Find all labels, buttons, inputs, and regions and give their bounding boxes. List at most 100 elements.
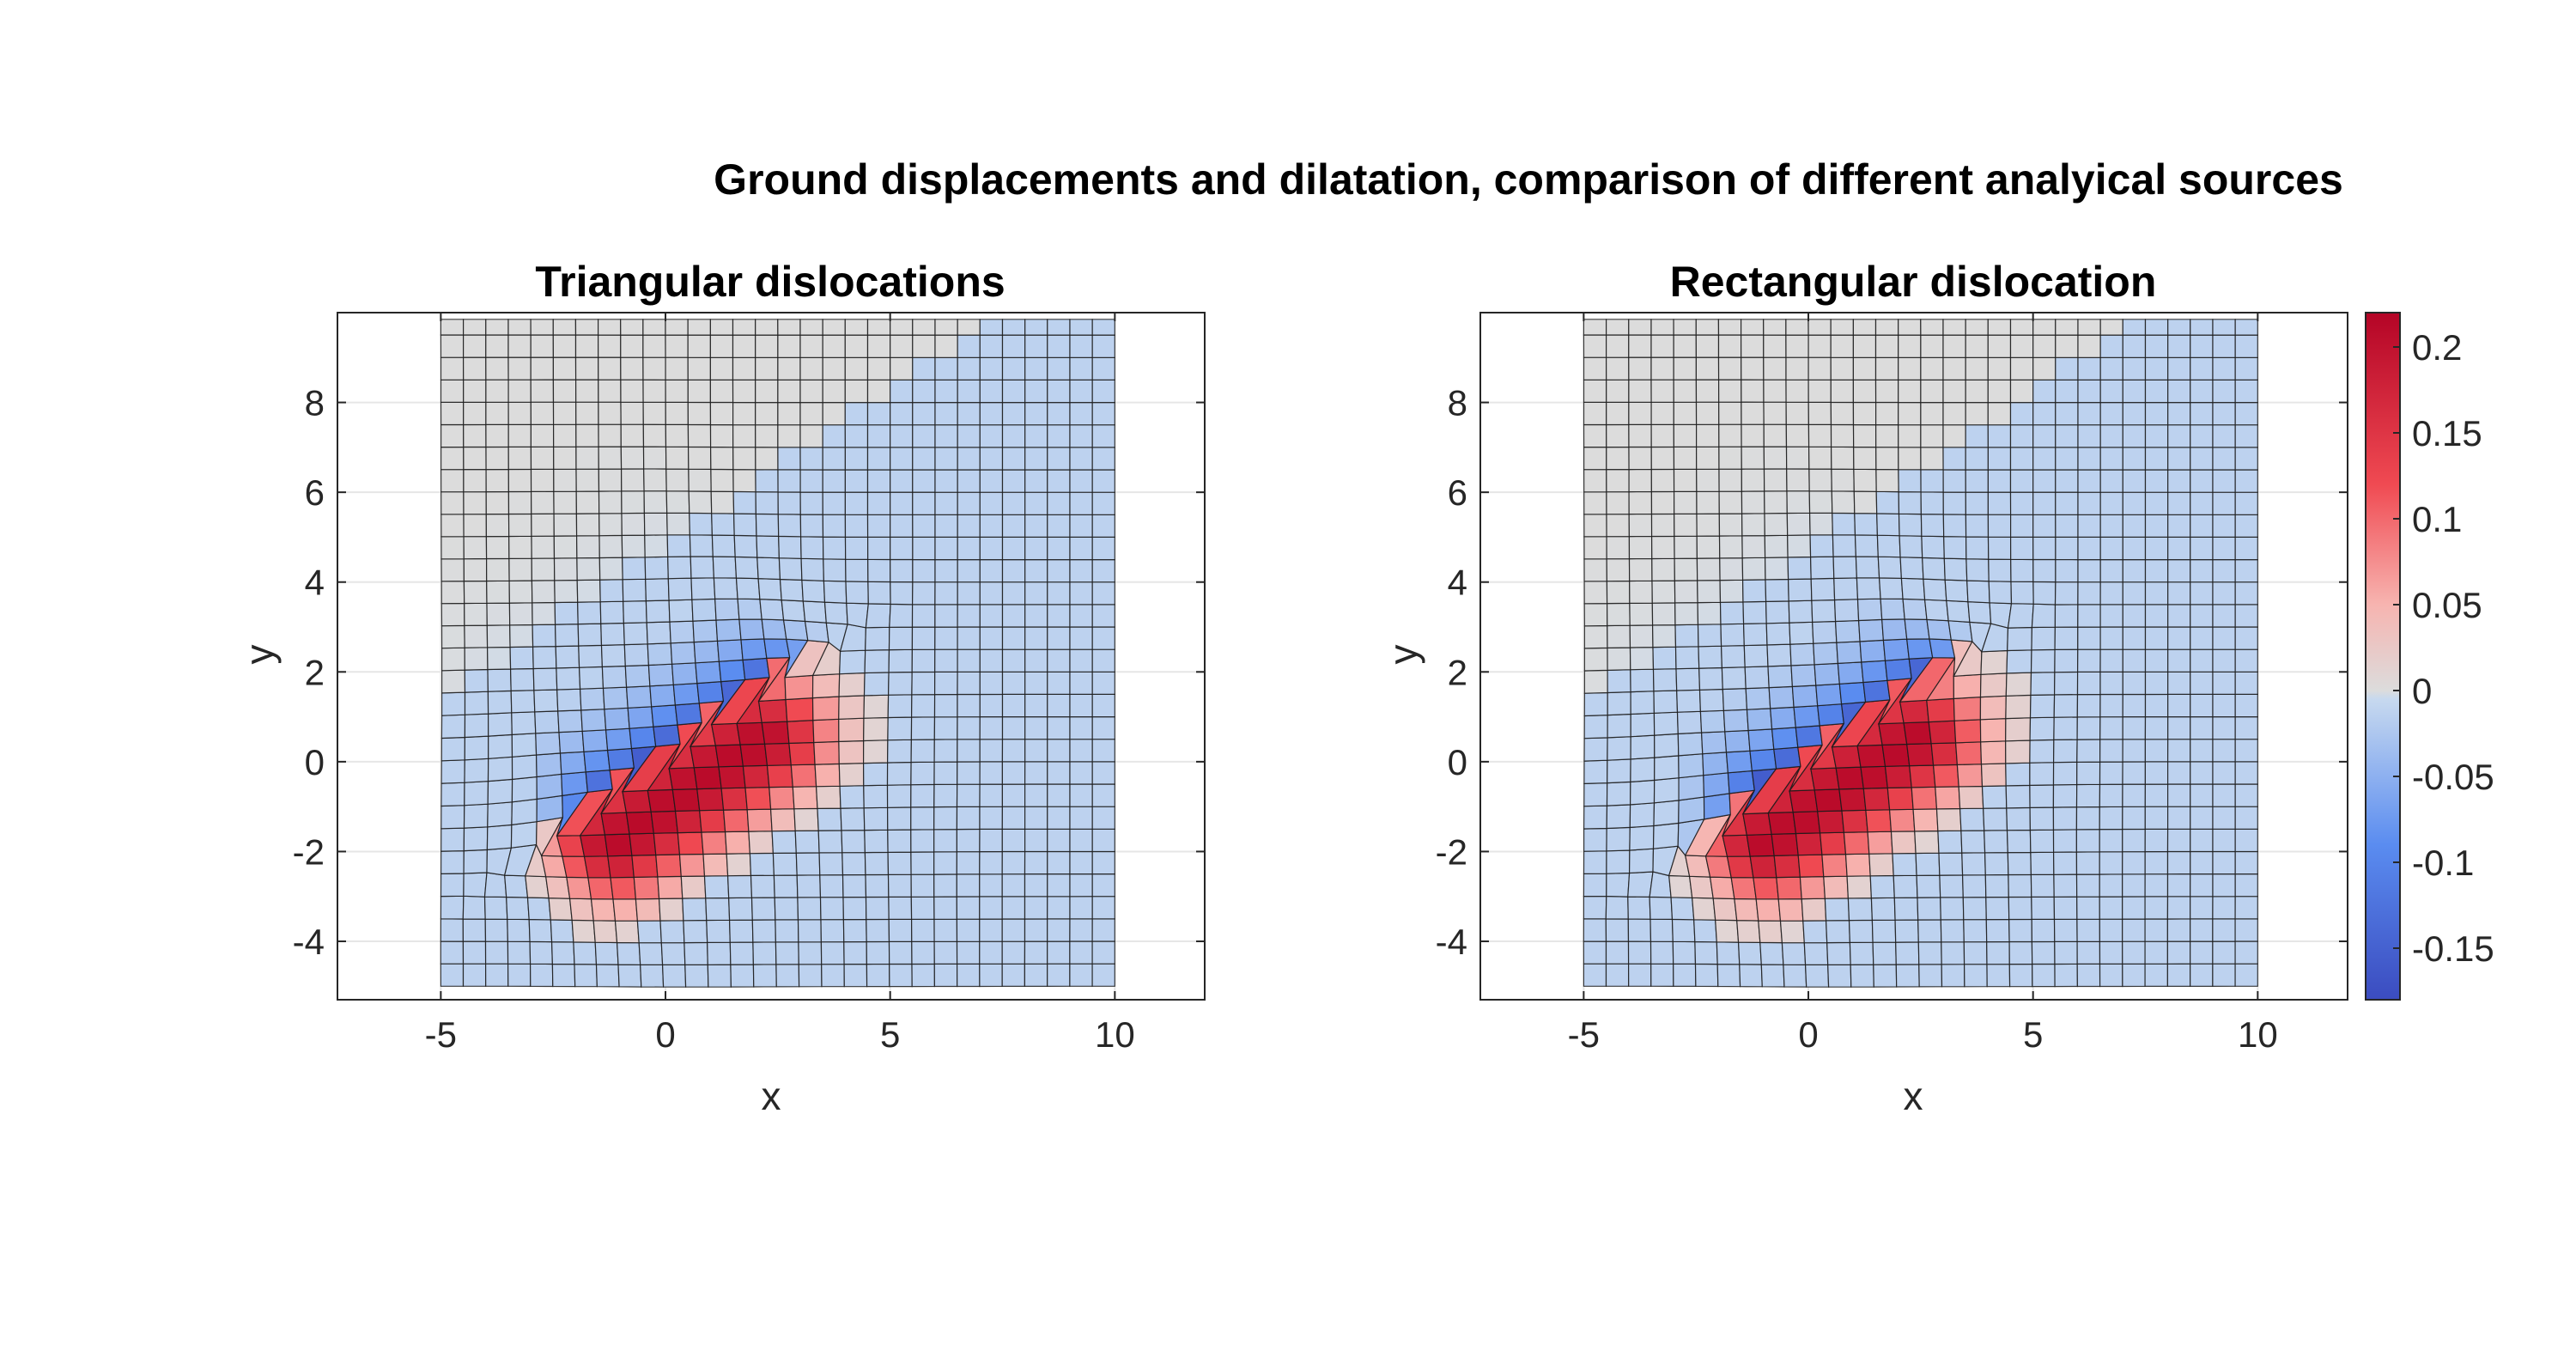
mesh-cell [649,684,677,708]
mesh-cell [1741,534,1766,559]
mesh-cell [555,645,580,669]
mesh-cell [709,423,734,448]
mesh-cell [1001,783,1026,807]
mesh-cell [2144,850,2169,875]
mesh-cell [865,873,890,898]
mesh-cell [1874,356,1899,380]
mesh-cell [801,579,826,603]
mesh-cell [766,764,793,788]
mesh-cell [462,356,487,380]
mesh-cell [530,446,555,471]
mesh-cell [636,920,662,944]
colorbar-box [2365,312,2401,1001]
mesh-cell [1923,599,1949,622]
mesh-cell [1890,831,1917,855]
mesh-cell [815,785,841,810]
mesh-cell [1744,666,1770,690]
mesh-cell [1746,833,1775,857]
mesh-cell [575,401,599,425]
mesh-cell [1696,468,1720,492]
mesh-cell [755,334,779,358]
mesh-cell [934,379,958,404]
mesh-cell [535,752,562,778]
mesh-cell [623,643,650,667]
mesh-cell [575,513,600,537]
mesh-cell [1001,850,1026,875]
mesh-cell [1651,557,1676,581]
mesh-cell [1069,648,1093,672]
mesh-cell [2005,762,2031,787]
mesh-cell [553,535,578,559]
mesh-cell [1091,693,1115,718]
mesh-cell [1814,788,1843,812]
mesh-cell [911,604,936,628]
mesh-cell [933,671,958,696]
mesh-cell [1898,356,1922,380]
mesh-cell [671,662,698,685]
mesh-cell [842,918,867,943]
mesh-cell [1965,558,1990,582]
mesh-cell [642,334,666,358]
mesh-cell [1857,618,1885,642]
mesh-cell [957,536,981,561]
mesh-cell [1627,871,1654,898]
mesh-cell [2144,604,2169,628]
mesh-cell [1985,896,2010,921]
mesh-cell [1965,334,1989,358]
mesh-cell [866,356,891,380]
mesh-cell [797,897,822,921]
mesh-cell [957,514,981,539]
mesh-cell [2032,424,2057,448]
mesh-cell [1922,557,1946,581]
mesh-cell [2099,536,2123,561]
mesh-cell [1091,379,1115,404]
mesh-cell [1583,895,1607,920]
mesh-cell [440,491,465,515]
mesh-cell [643,468,667,492]
mesh-cell [1583,782,1608,807]
mesh-cell [2009,334,2034,358]
mesh-cell [507,940,532,965]
mesh-cell [779,578,804,602]
mesh-cell [756,535,781,559]
mesh-cell [957,739,981,763]
mesh-cell [1942,514,1967,538]
mesh-cell [864,648,890,674]
mesh-cell [890,469,914,493]
mesh-cell [2212,514,2236,539]
mesh-cell [440,691,466,716]
mesh-cell [1902,598,1928,621]
mesh-cell [1856,577,1881,600]
mesh-cell [689,534,714,557]
mesh-cell [757,577,782,601]
mesh-cell [1779,920,1805,944]
mesh-cell [2099,626,2123,650]
mesh-cell [462,334,487,358]
mesh-cell [1765,600,1790,624]
mesh-cell [2029,829,2055,854]
mesh-cell [728,919,754,943]
x-tick-label: 5 [2023,1014,2043,1055]
mesh-cell [1001,896,1026,920]
mesh-cell [553,557,578,581]
mesh-cell [2234,918,2258,942]
mesh-cell [2054,940,2078,965]
mesh-cell [1958,785,1984,810]
mesh-cell [2099,671,2123,696]
mesh-cell [2055,469,2079,493]
mesh-cell [2144,783,2169,807]
mesh-cell [2212,806,2236,830]
mesh-cell [532,645,557,670]
mesh-cell [486,646,512,671]
mesh-cell [1712,898,1738,922]
mesh-cell [1652,668,1678,692]
mesh-cell [785,697,814,722]
mesh-cell [957,693,981,718]
mesh-cell [1741,379,1765,403]
mesh-cell [1091,828,1115,853]
mesh-cell [2122,761,2146,785]
mesh-cell [1721,666,1747,691]
mesh-cell [1725,750,1753,774]
mesh-cell [1906,638,1934,660]
mesh-cell [1069,334,1093,358]
